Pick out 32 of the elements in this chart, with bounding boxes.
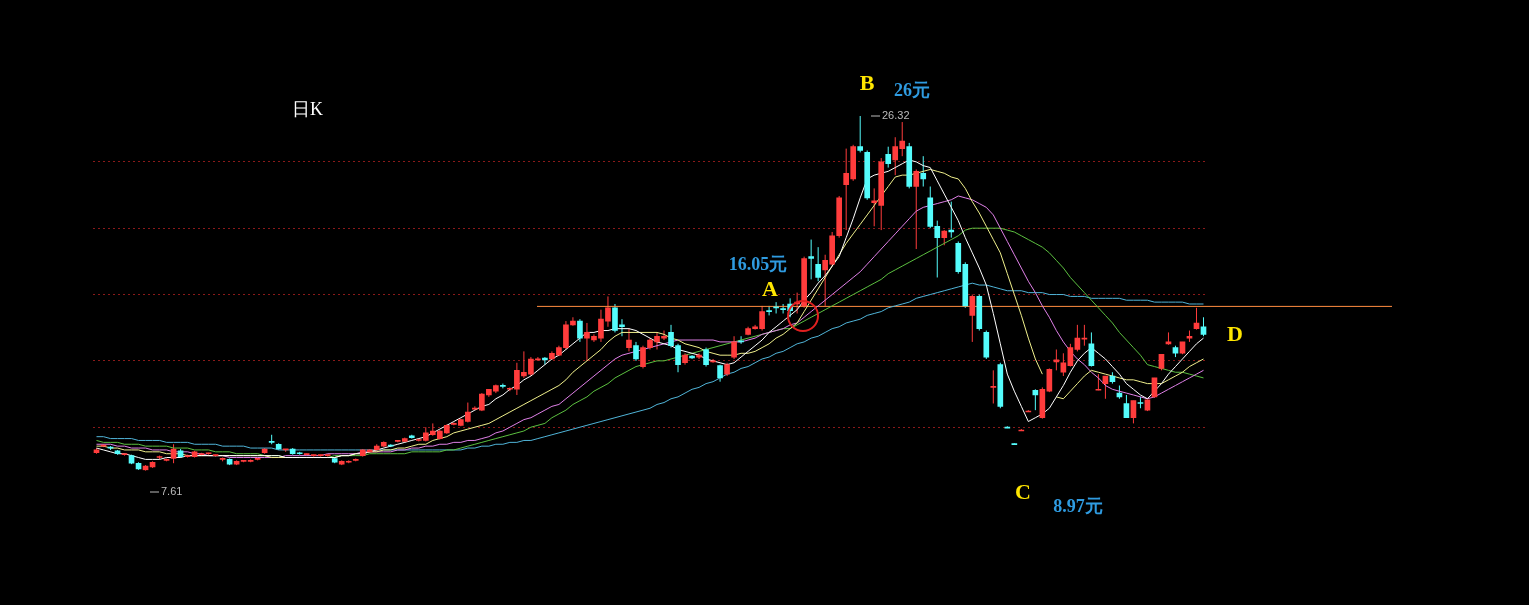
candlestick [990,369,997,405]
text: 8.97元 [1053,495,1103,516]
candlestick [1088,331,1095,368]
candlestick [766,305,772,316]
candlestick [913,168,920,250]
candlestick [703,347,709,368]
candlestick [626,328,632,352]
annotation: 16.05元 [728,253,788,274]
candlestick [633,341,639,362]
candlestick [1130,400,1137,424]
candlestick [857,115,864,153]
candlestick [773,301,779,314]
text: D [1227,320,1243,346]
annotation: 26.32 [882,109,910,122]
candlestick [731,335,737,360]
annotation: A [762,275,779,301]
text: B [859,69,875,95]
text: 7.61 [161,485,183,498]
candlestick [1060,352,1067,377]
candlestick [1067,343,1074,368]
text: C [1015,478,1031,504]
candlestick [1200,316,1207,337]
candlestick [808,239,814,280]
candlestick [710,358,716,364]
chart-title: 日K [292,98,323,119]
candlestick [570,316,576,327]
candlestick [885,146,892,169]
text: 26元 [894,79,930,100]
candlestick [969,294,976,343]
candlestick [815,246,821,282]
candlestick [920,155,927,187]
candlestick [577,318,583,343]
